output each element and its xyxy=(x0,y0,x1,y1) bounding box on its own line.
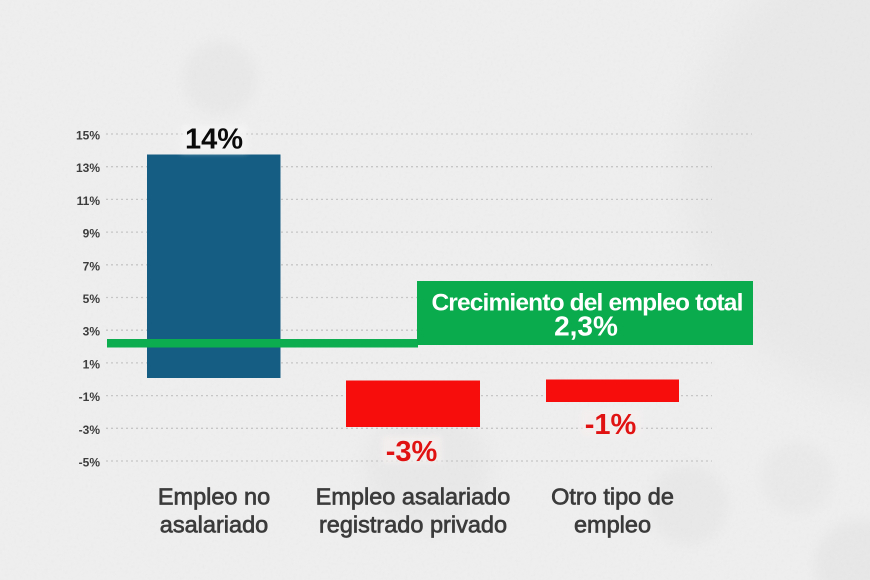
svg-text:registrado privado: registrado privado xyxy=(319,512,507,538)
svg-text:Crecimiento del empleo total: Crecimiento del empleo total xyxy=(431,290,742,317)
svg-text:14%: 14% xyxy=(185,124,243,156)
svg-text:11%: 11% xyxy=(77,194,101,208)
svg-text:15%: 15% xyxy=(76,129,100,143)
svg-text:7%: 7% xyxy=(83,259,101,273)
svg-text:2,3%: 2,3% xyxy=(554,311,618,342)
svg-text:Empleo no: Empleo no xyxy=(158,484,270,510)
svg-text:13%: 13% xyxy=(76,161,100,175)
svg-text:empleo: empleo xyxy=(574,512,651,538)
svg-text:1%: 1% xyxy=(83,357,101,371)
svg-text:-3%: -3% xyxy=(386,436,438,468)
svg-text:9%: 9% xyxy=(83,227,101,241)
svg-text:5%: 5% xyxy=(83,292,101,306)
svg-text:-3%: -3% xyxy=(79,423,101,437)
svg-text:-5%: -5% xyxy=(79,456,101,470)
svg-text:-1%: -1% xyxy=(585,409,637,441)
svg-text:Otro tipo de: Otro tipo de xyxy=(551,484,674,510)
svg-text:Empleo asalariado: Empleo asalariado xyxy=(316,484,511,510)
svg-text:asalariado: asalariado xyxy=(160,512,268,538)
svg-text:3%: 3% xyxy=(83,325,101,339)
svg-text:-1%: -1% xyxy=(79,390,101,404)
